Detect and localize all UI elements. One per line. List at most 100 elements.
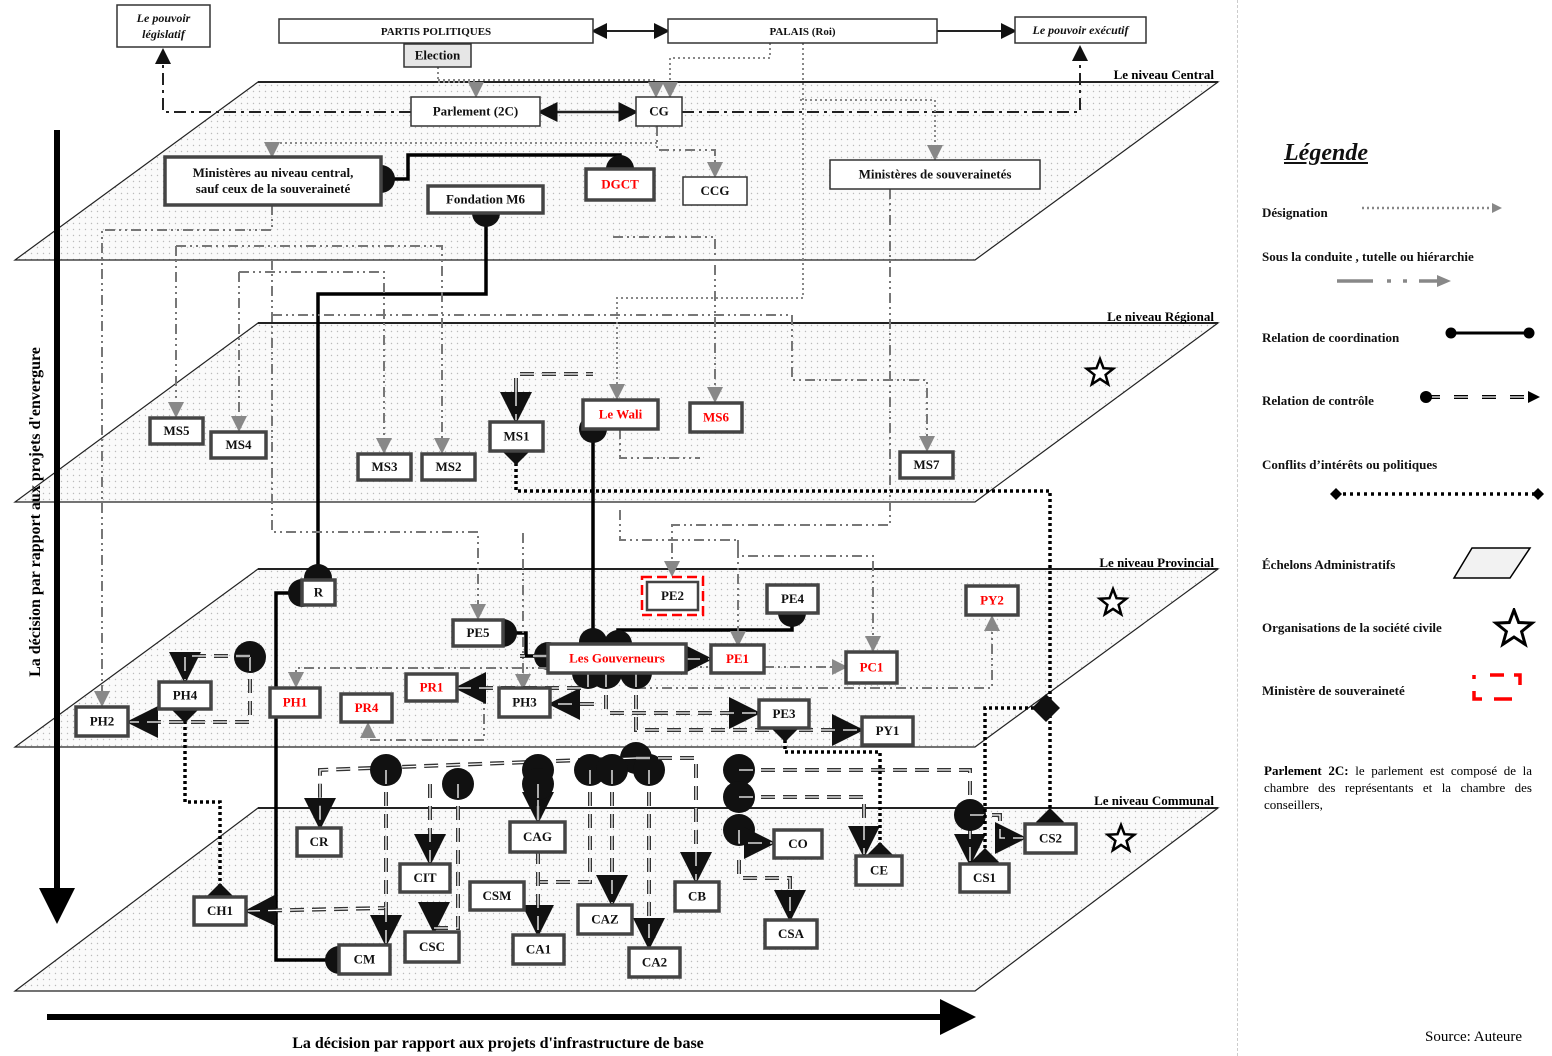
node-pr4[interactable]: PR4 bbox=[339, 692, 394, 724]
node-ph4[interactable]: PH4 bbox=[157, 680, 213, 711]
node-fondation[interactable]: Fondation M6 bbox=[426, 184, 545, 215]
node-cm[interactable]: CM bbox=[337, 943, 392, 976]
relation-conf bbox=[502, 437, 1064, 836]
node-ccg[interactable]: CCG bbox=[682, 176, 748, 206]
node-label: MS6 bbox=[703, 410, 730, 425]
node-pe1[interactable]: PE1 bbox=[709, 643, 766, 675]
node-box bbox=[844, 650, 899, 685]
node-cs1[interactable]: CS1 bbox=[958, 862, 1011, 894]
node-box bbox=[508, 820, 567, 854]
source: Source: Auteure bbox=[1425, 1029, 1523, 1045]
node-cag[interactable]: CAG bbox=[508, 820, 567, 854]
relation-hier bbox=[272, 314, 935, 452]
node-pr1[interactable]: PR1 bbox=[404, 672, 459, 703]
node-caz[interactable]: CAZ bbox=[576, 903, 634, 936]
node-box bbox=[74, 705, 130, 738]
node-box bbox=[426, 184, 545, 215]
node-ms2[interactable]: MS2 bbox=[420, 452, 477, 482]
node-ms4[interactable]: MS4 bbox=[209, 430, 268, 460]
node-label: PH4 bbox=[173, 688, 198, 703]
node-ph2[interactable]: PH2 bbox=[74, 705, 130, 738]
node-box bbox=[268, 686, 322, 719]
node-box bbox=[682, 176, 748, 206]
node-box bbox=[667, 18, 938, 44]
node-ph3[interactable]: PH3 bbox=[497, 686, 552, 719]
node-cg[interactable]: CG bbox=[635, 96, 683, 127]
node-label: PH3 bbox=[512, 695, 537, 710]
node-pc1[interactable]: PC1 bbox=[844, 650, 899, 685]
node-election[interactable]: Election bbox=[403, 43, 472, 68]
relation-ctrl bbox=[738, 860, 791, 918]
node-csc[interactable]: CSC bbox=[403, 930, 461, 964]
node-label: CSM bbox=[483, 888, 512, 903]
node-py2[interactable]: PY2 bbox=[964, 584, 1020, 617]
relation-desig bbox=[437, 67, 484, 98]
node-box bbox=[765, 583, 820, 615]
node-label: CH1 bbox=[207, 903, 233, 918]
node-palais[interactable]: PALAIS (Roi) bbox=[667, 18, 938, 44]
node-label: CAZ bbox=[591, 912, 619, 927]
relation-coord bbox=[367, 153, 634, 193]
node-label: CG bbox=[649, 104, 669, 119]
relation-hier bbox=[239, 271, 392, 454]
node-box bbox=[829, 159, 1041, 190]
node-label: PR1 bbox=[420, 680, 444, 695]
node-ms5[interactable]: MS5 bbox=[148, 416, 205, 446]
node-label: PARTIS POLITIQUES bbox=[381, 26, 491, 38]
node-ce[interactable]: CE bbox=[854, 854, 904, 887]
node-ministeres_souv[interactable]: Ministères de souverainetés bbox=[829, 159, 1041, 190]
level-label-central: Le niveau Central bbox=[1114, 67, 1215, 82]
node-cit[interactable]: CIT bbox=[398, 862, 452, 894]
node-box bbox=[757, 698, 811, 730]
node-pe3[interactable]: PE3 bbox=[757, 698, 811, 730]
node-partis[interactable]: PARTIS POLITIQUES bbox=[278, 18, 594, 44]
node-gouverneurs[interactable]: Les Gouverneurs bbox=[546, 642, 688, 675]
node-ms7[interactable]: MS7 bbox=[898, 450, 955, 480]
node-label: PC1 bbox=[860, 660, 884, 675]
node-label: Parlement (2C) bbox=[433, 104, 519, 119]
node-box bbox=[688, 401, 744, 434]
node-pe4[interactable]: PE4 bbox=[765, 583, 820, 615]
legend-item: Relation de contrôle bbox=[1262, 391, 1542, 409]
node-cb[interactable]: CB bbox=[673, 880, 721, 913]
node-cr[interactable]: CR bbox=[295, 826, 343, 858]
node-ms1[interactable]: MS1 bbox=[488, 420, 545, 453]
node-box bbox=[584, 167, 656, 202]
civil-society-star-icon bbox=[1104, 821, 1138, 854]
node-ph1[interactable]: PH1 bbox=[268, 686, 322, 719]
node-box bbox=[300, 578, 337, 607]
node-box bbox=[1014, 16, 1147, 44]
node-parlement[interactable]: Parlement (2C) bbox=[410, 96, 541, 127]
node-box bbox=[404, 672, 459, 703]
node-label: MS1 bbox=[504, 429, 530, 444]
relation-hier bbox=[271, 260, 486, 620]
node-box bbox=[627, 946, 682, 979]
relation-desig bbox=[264, 142, 657, 158]
node-ms6[interactable]: MS6 bbox=[688, 401, 744, 434]
node-label: Les Gouverneurs bbox=[569, 651, 665, 666]
node-co[interactable]: CO bbox=[772, 828, 824, 860]
node-ch1[interactable]: CH1 bbox=[192, 895, 248, 927]
node-pe2[interactable]: PE2 bbox=[640, 575, 705, 617]
node-label: CM bbox=[354, 952, 376, 967]
node-pe5[interactable]: PE5 bbox=[451, 618, 505, 648]
node-label: Le pouvoir exécutif bbox=[1032, 23, 1130, 37]
node-dgct[interactable]: DGCT bbox=[584, 167, 656, 202]
node-box bbox=[192, 895, 248, 927]
node-ca1[interactable]: CA1 bbox=[511, 933, 566, 966]
node-csa[interactable]: CSA bbox=[763, 918, 819, 950]
node-executif[interactable]: Le pouvoir exécutif bbox=[1014, 16, 1147, 44]
node-r[interactable]: R bbox=[300, 578, 337, 607]
node-py1[interactable]: PY1 bbox=[860, 715, 915, 747]
node-ministeres_central[interactable]: Ministères au niveau central, sauf ceux d… bbox=[163, 155, 383, 207]
node-csm[interactable]: CSM bbox=[468, 880, 526, 912]
node-cs2[interactable]: CS2 bbox=[1023, 822, 1078, 855]
node-box bbox=[709, 643, 766, 675]
node-ca2[interactable]: CA2 bbox=[627, 946, 682, 979]
legend-item-label: Organisations de la société civile bbox=[1262, 620, 1442, 635]
relation-hierd bbox=[682, 45, 1088, 113]
node-legislatif[interactable]: Le pouvoir législatif bbox=[116, 4, 211, 48]
node-ms3[interactable]: MS3 bbox=[356, 452, 413, 482]
node-wali[interactable]: Le Wali bbox=[581, 398, 660, 431]
node-label: MS7 bbox=[914, 457, 941, 472]
